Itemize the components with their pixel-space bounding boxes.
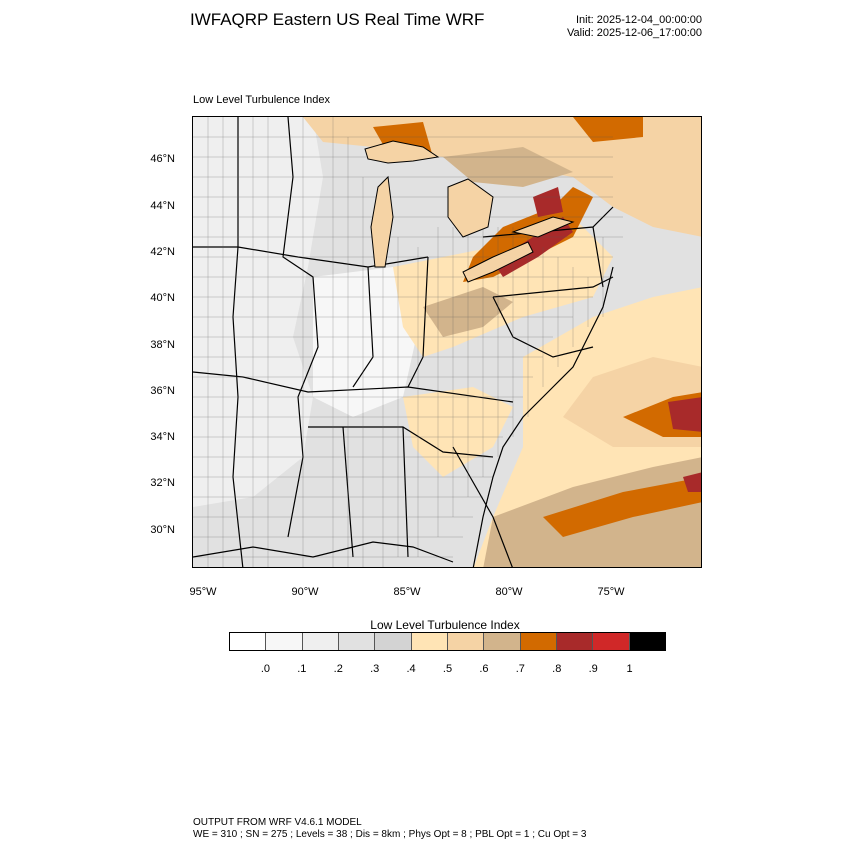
lat-tick-34n: 34°N (150, 431, 175, 443)
lake-erie (462, 241, 534, 283)
lake-ontario (511, 216, 575, 238)
valid-time: Valid: 2025-12-06_17:00:00 (567, 27, 702, 39)
colorbar-cell (266, 633, 303, 650)
lake-michigan (370, 175, 394, 268)
colorbar-cell (556, 633, 594, 650)
colorbar-cell (230, 633, 267, 650)
colorbar-cell (520, 633, 557, 650)
atlantic-coastline (472, 266, 614, 567)
init-time: Init: 2025-12-04_00:00:00 (576, 14, 702, 26)
lon-tick-75w: 75°W (597, 586, 625, 598)
colorbar-cell (338, 633, 376, 650)
light-field-west (193, 117, 323, 507)
light-field-mid (313, 267, 423, 417)
lon-tick-80w: 80°W (495, 586, 523, 598)
colorbar-label: .9 (588, 663, 598, 675)
colorbar-cell (375, 633, 412, 650)
figure-title: IWFAQRP Eastern US Real Time WRF (190, 10, 485, 29)
colorbar-label: .5 (442, 663, 453, 675)
gulf-coastline (193, 541, 454, 563)
model-info-line2: WE = 310 ; SN = 275 ; Levels = 38 ; Dis … (193, 829, 587, 840)
lat-tick-42n: 42°N (150, 246, 175, 258)
colorbar-cell (629, 633, 665, 650)
colorbar-label: .6 (479, 663, 489, 675)
lat-tick-40n: 40°N (150, 292, 175, 304)
colorbar-cell (411, 633, 448, 650)
lat-tick-30n: 30°N (150, 524, 175, 536)
turbulence-map (193, 117, 701, 567)
colorbar-label: .3 (370, 663, 380, 675)
map-panel (192, 116, 702, 568)
colorbar-label: .0 (260, 663, 270, 675)
lake-red-north (533, 187, 563, 217)
colorbar-label: .4 (406, 663, 416, 675)
model-info-line1: OUTPUT FROM WRF V4.6.1 MODEL (193, 817, 362, 828)
lat-tick-44n: 44°N (150, 200, 175, 212)
lon-tick-85w: 85°W (393, 586, 421, 598)
colorbar (229, 632, 666, 651)
colorbar-cell (484, 633, 521, 650)
colorbar-label: .2 (333, 663, 343, 675)
lat-tick-36n: 36°N (150, 385, 175, 397)
lake-superior (364, 140, 440, 164)
colorbar-cell (447, 633, 485, 650)
lat-tick-38n: 38°N (150, 339, 175, 351)
lat-tick-46n: 46°N (150, 153, 175, 165)
lon-tick-90w: 90°W (291, 586, 319, 598)
map-panel-label: Low Level Turbulence Index (193, 94, 330, 106)
colorbar-label: .7 (515, 663, 525, 675)
orange-north-east (573, 117, 643, 142)
county-lines (193, 117, 623, 567)
colorbar-label: .1 (297, 663, 307, 675)
colorbar-cell (302, 633, 339, 650)
ocean-red-southeast (683, 472, 701, 492)
great-lakes (364, 140, 575, 283)
ocean-orange-band (543, 477, 701, 537)
lat-tick-32n: 32°N (150, 477, 175, 489)
lon-tick-95w: 95°W (189, 586, 217, 598)
colorbar-label: .8 (552, 663, 562, 675)
colorbar-label: 1 (626, 663, 633, 675)
colorbar-cell (593, 633, 630, 650)
tan-field-southeast (403, 387, 513, 477)
lake-huron (447, 178, 494, 238)
ocean-red-east (668, 397, 701, 432)
colorbar-title: Low Level Turbulence Index (370, 618, 520, 632)
